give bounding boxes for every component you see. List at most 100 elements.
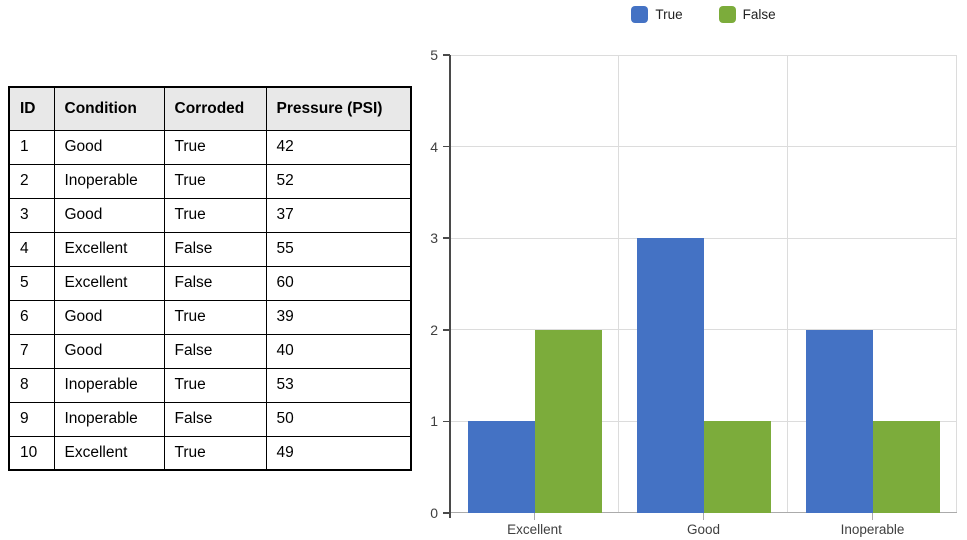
x-gridline	[786, 55, 788, 513]
cell-id: 4	[8, 231, 55, 267]
y-tick-label: 3	[430, 230, 438, 247]
x-gridline	[617, 55, 619, 513]
cell-condition: Inoperable	[53, 163, 165, 199]
cell-condition: Excellent	[53, 265, 165, 301]
cell-id: 1	[8, 129, 55, 165]
cell-corroded: False	[163, 401, 267, 437]
legend-swatch-false-icon	[718, 6, 736, 23]
col-header-pressure: Pressure (PSI)	[265, 86, 412, 131]
table-row: 4 Excellent False 55	[8, 231, 412, 267]
cell-corroded: True	[163, 163, 267, 199]
category-label-excellent: Excellent	[507, 522, 562, 537]
x-axis-tick	[703, 513, 704, 520]
y-gridline	[450, 54, 957, 56]
x-gridline	[956, 55, 957, 513]
bar-excellent-true	[467, 421, 535, 513]
y-axis-tick	[443, 54, 450, 56]
category-label-inoperable: Inoperable	[840, 522, 905, 537]
legend-label: False	[742, 7, 776, 22]
y-tick-label: 0	[430, 505, 438, 521]
y-axis-tick	[443, 512, 450, 514]
cell-id: 6	[8, 299, 55, 335]
table-row: 7 Good False 40	[8, 333, 412, 369]
table-body: 1 Good True 42 2 Inoperable True 52 3 Good True 37 4…	[8, 129, 412, 471]
cell-condition: Excellent	[53, 435, 165, 471]
table-row: 1 Good True 42	[8, 129, 412, 165]
table-row: 9 Inoperable False 50	[8, 401, 412, 437]
cell-condition: Good	[53, 129, 165, 165]
cell-pressure: 42	[265, 129, 412, 165]
cell-pressure: 49	[265, 435, 412, 471]
cell-corroded: True	[163, 129, 267, 165]
legend-label: True	[655, 7, 683, 22]
chart-plot-area: 0 1 2 3 4 5 Excellent Good Inoperable	[430, 47, 957, 537]
cell-id: 5	[8, 265, 55, 301]
cell-corroded: False	[163, 231, 267, 267]
cell-pressure: 39	[265, 299, 412, 335]
col-header-id: ID	[8, 86, 55, 131]
cell-corroded: True	[163, 299, 267, 335]
cell-corroded: True	[163, 435, 267, 471]
cell-pressure: 53	[265, 367, 412, 403]
legend-swatch-true-icon	[631, 6, 649, 23]
col-header-condition: Condition	[53, 86, 165, 131]
y-gridline	[450, 237, 957, 239]
cell-corroded: True	[163, 197, 267, 233]
chart-legend: True False	[450, 6, 957, 23]
legend-item-false: False	[718, 6, 776, 23]
pipes-table: ID Condition Corroded Pressure (PSI) 1 Go…	[8, 86, 412, 471]
table-row: 5 Excellent False 60	[8, 265, 412, 301]
cell-condition: Good	[53, 299, 165, 335]
table-row: 10 Excellent True 49	[8, 435, 412, 471]
table-row: 8 Inoperable True 53	[8, 367, 412, 403]
cell-id: 8	[8, 367, 55, 403]
table-header: ID Condition Corroded Pressure (PSI)	[8, 86, 412, 131]
y-axis-line	[449, 55, 451, 518]
bar-inoperable-true	[805, 329, 873, 513]
bar-good-true	[636, 238, 704, 513]
y-axis-tick	[443, 237, 450, 239]
y-gridline	[450, 146, 957, 148]
cell-id: 10	[8, 435, 55, 471]
bar-inoperable-false	[872, 421, 940, 513]
legend-item-true: True	[631, 6, 683, 23]
bar-excellent-false	[534, 329, 602, 513]
bar-group-excellent	[450, 55, 619, 513]
y-gridline	[450, 329, 957, 331]
y-tick-label: 5	[430, 47, 438, 63]
cell-pressure: 60	[265, 265, 412, 301]
table-row: 3 Good True 37	[8, 197, 412, 233]
cell-condition: Inoperable	[53, 401, 165, 437]
x-axis-tick	[872, 513, 873, 520]
cell-id: 7	[8, 333, 55, 369]
y-tick-label: 2	[430, 321, 438, 338]
y-tick-label: 4	[430, 138, 438, 155]
cell-id: 9	[8, 401, 55, 437]
cell-pressure: 52	[265, 163, 412, 199]
cell-corroded: False	[163, 265, 267, 301]
cell-condition: Excellent	[53, 231, 165, 267]
table-row: 2 Inoperable True 52	[8, 163, 412, 199]
y-axis-tick	[443, 329, 450, 331]
category-label-good: Good	[686, 522, 721, 537]
cell-condition: Good	[53, 333, 165, 369]
y-tick-label: 1	[430, 413, 438, 430]
table-header-row: ID Condition Corroded Pressure (PSI)	[8, 86, 412, 131]
cell-pressure: 40	[265, 333, 412, 369]
cell-id: 3	[8, 197, 55, 233]
cell-corroded: True	[163, 367, 267, 403]
cell-condition: Inoperable	[53, 367, 165, 403]
cell-pressure: 55	[265, 231, 412, 267]
cell-condition: Good	[53, 197, 165, 233]
y-axis-tick	[443, 420, 450, 423]
bar-group-inoperable	[788, 55, 957, 513]
col-header-corroded: Corroded	[163, 86, 267, 131]
table-row: 6 Good True 39	[8, 299, 412, 335]
y-axis-tick	[443, 145, 450, 148]
x-axis-tick	[533, 513, 535, 520]
cell-pressure: 50	[265, 401, 412, 437]
bar-group-good	[619, 55, 788, 513]
cell-pressure: 37	[265, 197, 412, 233]
cell-corroded: False	[163, 333, 267, 369]
bar-good-false	[703, 421, 771, 513]
